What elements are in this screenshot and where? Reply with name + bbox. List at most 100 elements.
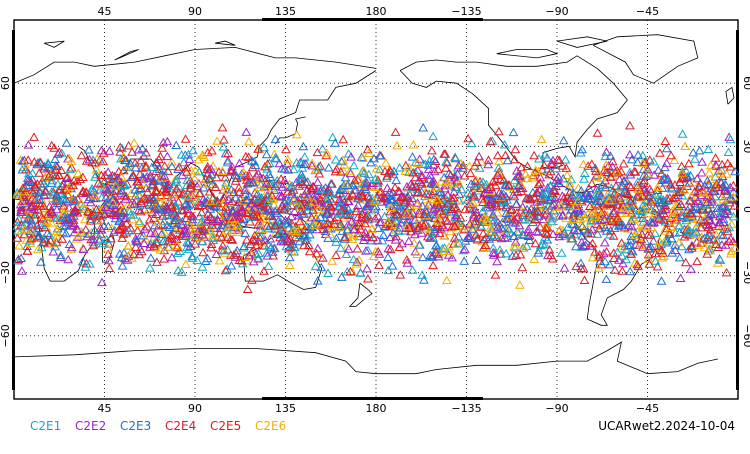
occultation-marker — [638, 213, 648, 222]
occultation-marker — [496, 233, 507, 243]
occultation-marker — [158, 166, 169, 176]
occultation-marker — [158, 137, 169, 147]
occultation-marker — [22, 214, 33, 223]
occultation-marker — [578, 192, 589, 202]
occultation-marker — [54, 220, 65, 229]
occultation-marker — [692, 256, 702, 266]
occultation-marker — [572, 204, 583, 213]
occultation-marker — [349, 175, 360, 185]
occultation-marker — [96, 145, 107, 155]
occultation-marker — [298, 141, 309, 151]
occultation-marker — [125, 209, 136, 219]
occultation-marker — [715, 168, 726, 177]
occultation-marker — [425, 201, 436, 211]
occultation-marker — [431, 182, 442, 191]
occultation-marker — [218, 195, 228, 204]
occultation-marker — [223, 219, 233, 228]
occultation-marker — [221, 225, 231, 235]
occultation-marker — [609, 206, 619, 215]
bottom-edge-bar — [262, 397, 483, 400]
occultation-marker — [500, 150, 511, 159]
occultation-marker — [234, 255, 245, 264]
occultation-marker — [521, 193, 532, 203]
occultation-marker — [470, 216, 481, 225]
coastline — [593, 34, 699, 84]
occultation-marker — [51, 194, 62, 203]
occultation-marker — [12, 189, 23, 199]
occultation-marker — [691, 227, 701, 236]
occultation-marker — [654, 236, 665, 245]
occultation-marker — [16, 253, 26, 262]
occultation-marker — [122, 201, 133, 210]
occultation-marker — [643, 249, 654, 259]
occultation-marker — [369, 203, 380, 213]
occultation-marker — [66, 220, 76, 229]
occultation-marker — [46, 178, 57, 187]
occultation-marker — [91, 169, 102, 179]
occultation-marker — [586, 159, 597, 168]
lon-tick-label-top: −135 — [451, 5, 481, 18]
occultation-marker — [455, 213, 466, 222]
occultation-marker — [107, 170, 118, 180]
lon-tick-label-bottom: 180 — [366, 402, 387, 415]
occultation-marker — [480, 240, 491, 249]
occultation-marker — [615, 181, 626, 190]
occultation-marker — [213, 199, 224, 208]
occultation-marker — [189, 173, 200, 183]
occultation-marker — [28, 219, 38, 229]
occultation-marker — [692, 196, 703, 205]
occultation-marker — [486, 200, 497, 209]
occultation-marker — [292, 226, 303, 236]
occultation-marker — [385, 206, 396, 216]
lon-tick-label-top: −45 — [636, 5, 659, 18]
occultation-marker — [202, 214, 213, 224]
occultation-marker — [144, 200, 155, 209]
occultation-marker — [706, 183, 716, 192]
occultation-marker — [592, 229, 603, 238]
occultation-marker — [595, 196, 605, 206]
occultation-marker — [277, 234, 288, 244]
occultation-marker — [128, 170, 139, 179]
occultation-marker — [715, 255, 726, 264]
occultation-marker — [346, 152, 356, 161]
occultation-marker — [524, 235, 535, 244]
occultation-marker — [429, 166, 440, 176]
occultation-marker — [352, 243, 363, 253]
occultation-marker — [317, 143, 328, 153]
occultation-marker — [359, 168, 370, 177]
occultation-marker — [417, 270, 428, 279]
occultation-marker — [119, 207, 130, 216]
occultation-marker — [690, 229, 701, 239]
occultation-marker — [611, 181, 621, 190]
occultation-marker — [152, 257, 162, 266]
occultation-marker — [587, 238, 598, 248]
occultation-marker — [429, 209, 439, 219]
occultation-marker — [227, 165, 237, 175]
occultation-marker — [238, 167, 249, 176]
occultation-marker — [374, 260, 384, 269]
occultation-marker — [721, 169, 732, 178]
occultation-marker — [633, 184, 643, 194]
occultation-marker — [730, 243, 740, 252]
occultation-marker — [151, 209, 162, 218]
occultation-marker — [98, 238, 108, 248]
occultation-marker — [96, 225, 107, 234]
occultation-marker — [234, 158, 245, 168]
occultation-marker — [652, 182, 663, 191]
occultation-marker — [263, 240, 274, 250]
occultation-marker — [524, 230, 535, 240]
occultation-marker — [488, 209, 498, 219]
occultation-marker — [610, 265, 620, 274]
occultation-marker — [587, 203, 597, 213]
occultation-marker — [134, 216, 145, 226]
occultation-marker — [237, 219, 248, 228]
occultation-marker — [360, 212, 371, 221]
occultation-marker — [198, 247, 208, 257]
occultation-marker — [645, 230, 656, 239]
occultation-marker — [488, 231, 498, 241]
occultation-marker — [82, 206, 93, 216]
occultation-marker — [391, 175, 402, 185]
occultation-marker — [557, 191, 568, 200]
occultation-marker — [421, 188, 432, 198]
occultation-marker — [357, 166, 368, 176]
